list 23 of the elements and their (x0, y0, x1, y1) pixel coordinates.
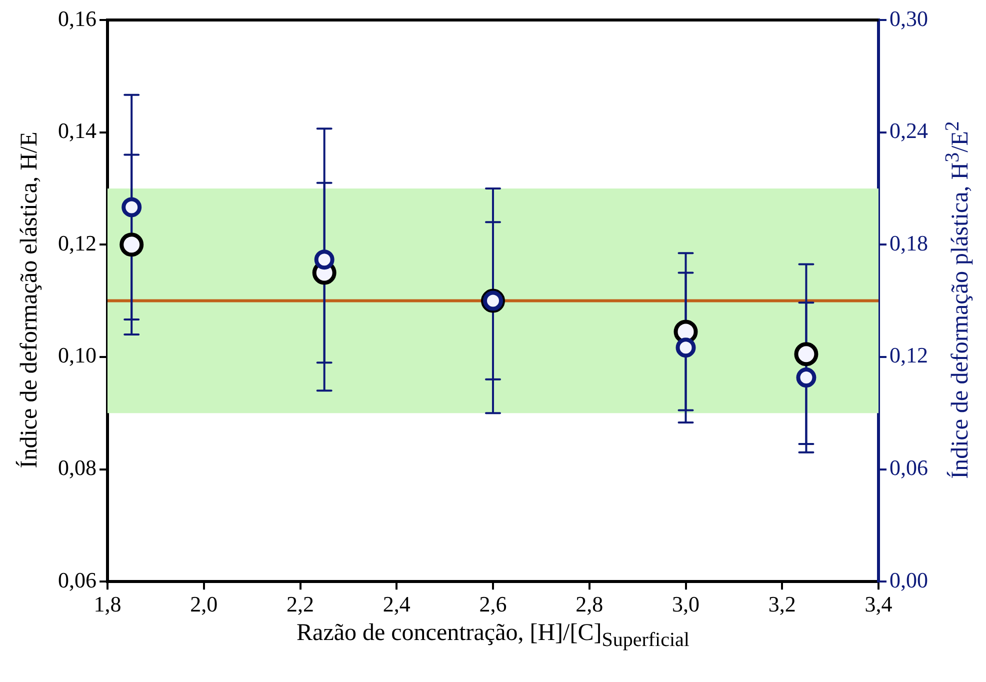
x-tick-label: 3,4 (864, 592, 892, 617)
y-tick-label: 0,08 (58, 455, 96, 480)
y-tick-label: 0,12 (58, 230, 96, 256)
y2-tick-label: 0,18 (890, 230, 928, 256)
y2-tick-label: 0,06 (890, 455, 928, 480)
x-tick-label: 2,4 (382, 592, 410, 617)
y-tick-label: 0,16 (58, 6, 96, 31)
y2-tick-label: 0,12 (890, 342, 928, 368)
x-tick-label: 1,8 (94, 592, 122, 617)
y-axis-title: Índice de deformação elástica, H/E (16, 132, 44, 468)
x-tick-label: 3,0 (672, 592, 700, 617)
y2-tick-label: 0,00 (890, 567, 928, 592)
x-tick-label: 2,6 (479, 592, 507, 617)
y-tick-label: 0,06 (58, 567, 96, 592)
x-tick-label: 2,0 (190, 592, 218, 617)
x-axis-title: Razão de concentração, [H]/[C]$_{Superficial}$ (296, 620, 690, 652)
x-tick-label: 2,8 (576, 592, 604, 617)
y-tick-label: 0,14 (58, 118, 96, 144)
x-tick-label: 2,2 (286, 592, 314, 617)
y2-tick-label: 0,24 (890, 118, 928, 144)
x-tick-label: 3,2 (768, 592, 796, 617)
y-tick-label: 0,10 (58, 342, 96, 368)
y2-tick-label: 0,30 (890, 6, 928, 31)
